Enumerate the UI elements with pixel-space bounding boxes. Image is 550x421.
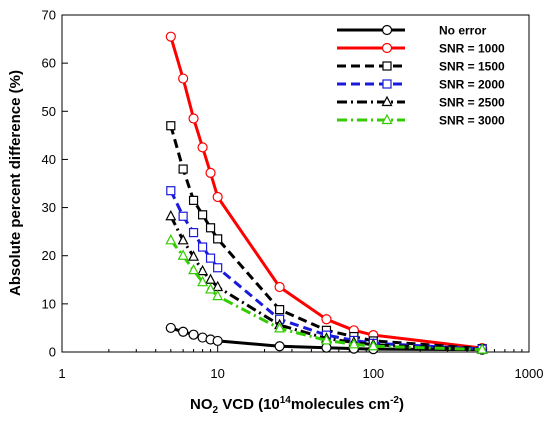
x-title-prefix: NO [190, 396, 213, 413]
data-point [178, 164, 188, 174]
data-point [197, 275, 209, 287]
data-point [165, 31, 176, 42]
data-point [274, 322, 286, 333]
legend-label: SNR = 1500 [439, 60, 505, 74]
legend-item: SNR = 1500 [337, 60, 505, 74]
data-point [165, 234, 177, 245]
legend-item: SNR = 1000 [337, 42, 505, 56]
legend-marker [381, 113, 393, 125]
legend-item: SNR = 3000 [337, 114, 505, 128]
data-point [165, 209, 177, 221]
x-title-rest: molecules cm [291, 396, 390, 413]
x-tick-label: 100 [362, 366, 384, 381]
legend-label: SNR = 3000 [439, 114, 505, 128]
y-tick-label: 70 [42, 8, 56, 23]
legend-marker [382, 61, 392, 71]
data-point [321, 314, 332, 325]
data-point [213, 263, 223, 273]
data-point [320, 334, 332, 345]
data-point [188, 329, 199, 340]
y-tick-label: 0 [49, 345, 56, 360]
data-point [197, 210, 208, 220]
data-point [188, 195, 199, 205]
series-line [169, 239, 483, 352]
y-tick-label: 10 [42, 296, 56, 311]
data-point [212, 335, 223, 347]
legend-marker [381, 95, 393, 107]
legend-marker [381, 42, 393, 54]
x-title-sub: 2 [213, 405, 219, 416]
y-tick-label: 30 [42, 200, 56, 215]
data-point [178, 73, 189, 84]
legend-label: No error [439, 24, 487, 38]
data-point [274, 281, 285, 293]
data-point [177, 249, 189, 260]
data-point [197, 264, 209, 276]
data-point [188, 250, 200, 261]
series-5 [165, 234, 488, 354]
x-axis-title: NO2 VCD (1014molecules cm-2) [190, 395, 404, 416]
legend-label: SNR = 2500 [439, 96, 505, 110]
data-point [166, 186, 176, 196]
data-point [274, 341, 285, 352]
data-point [205, 253, 216, 263]
data-point [188, 113, 199, 124]
legend-label: SNR = 1000 [439, 42, 505, 56]
legend-marker [381, 24, 393, 36]
data-point [212, 289, 224, 301]
x-title-sup1: 14 [280, 395, 292, 406]
data-point [213, 234, 223, 244]
legend-item: No error [337, 24, 487, 38]
x-title-end: ) [399, 396, 404, 413]
data-point [205, 223, 216, 233]
data-point [367, 339, 379, 351]
legend: No error SNR = 1000 SNR = 1500 SNR = 2000 SN… [337, 24, 505, 128]
data-point [177, 234, 189, 245]
plot-area: 0 10 20 30 40 50 60 70 1 10 100 1000 [42, 8, 544, 382]
data-point [205, 283, 217, 294]
series-layer [165, 31, 488, 355]
y-tick-label: 50 [42, 104, 56, 119]
x-tick-label: 1 [58, 366, 65, 381]
x-tick-label: 1000 [515, 366, 544, 381]
data-point [188, 228, 199, 238]
legend-label: SNR = 2000 [439, 78, 505, 92]
data-point [275, 305, 285, 315]
x-title-sup2: -2 [390, 395, 399, 406]
data-point [205, 167, 216, 179]
plot-frame [61, 14, 530, 353]
y-tick-label: 60 [42, 56, 56, 71]
legend-item: SNR = 2500 [337, 96, 505, 110]
data-point [178, 326, 189, 337]
data-point [476, 343, 488, 354]
data-point [348, 338, 360, 349]
data-point [178, 211, 188, 221]
y-tick-label: 20 [42, 248, 56, 263]
x-tick-label: 10 [210, 366, 224, 381]
data-point [197, 242, 208, 252]
x-title-middle: VCD (10 [218, 396, 280, 413]
y-axis-title: Absolute percent difference (%) [7, 70, 24, 296]
y-tick-label: 40 [42, 152, 56, 167]
legend-item: SNR = 2000 [337, 78, 505, 92]
legend-marker [382, 79, 392, 89]
data-point [188, 263, 200, 275]
data-point [166, 121, 176, 131]
data-point [212, 191, 223, 203]
data-point [165, 322, 176, 334]
data-point [197, 142, 208, 153]
data-point [205, 273, 217, 284]
